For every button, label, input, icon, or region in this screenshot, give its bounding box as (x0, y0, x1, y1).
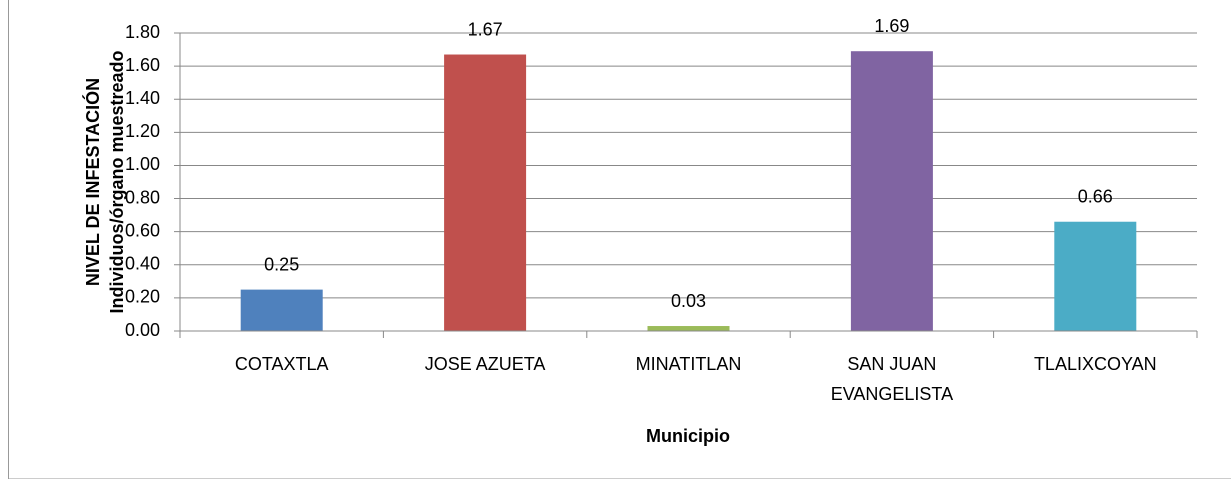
data-label: 0.66 (1078, 186, 1113, 206)
y-tick-label: 1.80 (125, 22, 160, 42)
x-tick-label: JOSE AZUETA (425, 354, 546, 374)
y-tick-label: 1.40 (125, 88, 160, 108)
y-tick-label: 1.60 (125, 55, 160, 75)
x-tick-label: MINATITLAN (636, 354, 742, 374)
y-tick-label: 0.60 (125, 220, 160, 240)
data-label: 0.03 (671, 291, 706, 311)
x-tick-label: TLALIXCOYAN (1034, 354, 1157, 374)
data-label: 1.69 (874, 16, 909, 36)
bar (850, 51, 933, 331)
y-tick-label: 0.00 (125, 320, 160, 340)
bar (444, 54, 527, 332)
y-tick-label: 0.20 (125, 287, 160, 307)
bar (1054, 221, 1137, 331)
y-axis-title: Individuos/órgano muestreado (107, 50, 127, 313)
x-tick-label: COTAXTLA (235, 354, 329, 374)
y-tick-label: 0.40 (125, 254, 160, 274)
y-tick-label: 1.20 (125, 121, 160, 141)
y-axis-title: NIVEL DE INFESTACIÓN (82, 78, 103, 286)
x-tick-label: SAN JUAN EVANGELISTA (831, 354, 953, 404)
bar (647, 326, 730, 331)
y-tick-label: 1.00 (125, 154, 160, 174)
x-axis-title: Municipio (646, 426, 730, 446)
data-label: 0.25 (264, 254, 299, 274)
bar (240, 289, 323, 331)
data-label: 1.67 (468, 19, 503, 39)
chart-border (8, 0, 1231, 479)
y-tick-label: 0.80 (125, 187, 160, 207)
